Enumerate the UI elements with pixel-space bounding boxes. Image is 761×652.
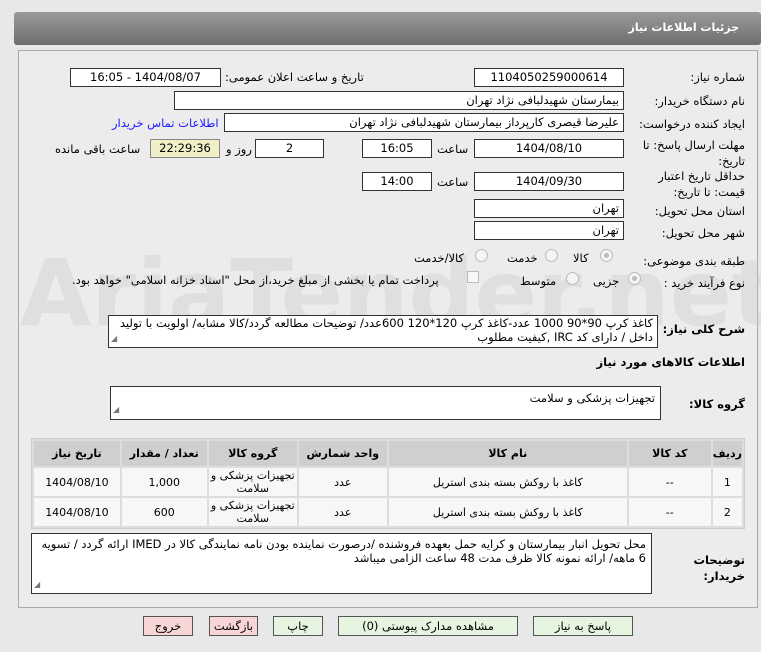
- col-goods-group: گروه کالا: [208, 441, 297, 466]
- buyer-label: نام دستگاه خریدار:: [654, 94, 745, 108]
- category-option-goods: کالا: [573, 251, 589, 265]
- reply-button[interactable]: پاسخ به نیاز: [533, 616, 633, 636]
- cell-need-date: 1404/08/10: [34, 468, 120, 496]
- view-attachments-button[interactable]: مشاهده مدارک پیوستی (0): [338, 616, 518, 636]
- validity-time-label: ساعت: [437, 175, 469, 189]
- cell-goods-code: --: [628, 468, 711, 496]
- buyer-field[interactable]: بیمارستان شهیدلبافی نژاد تهران: [174, 91, 624, 110]
- resize-grip-icon[interactable]: ◢: [113, 405, 120, 414]
- page-title: جزئیات اطلاعات نیاز: [628, 21, 740, 34]
- buyer-notes-text: محل تحویل انبار بیمارستان و کرایه حمل بع…: [41, 537, 646, 565]
- col-row-number: ردیف: [712, 441, 742, 466]
- col-quantity: تعداد / مقدار: [121, 441, 207, 466]
- deadline-time-label: ساعت: [437, 142, 469, 156]
- days-field[interactable]: 2: [255, 139, 324, 158]
- col-need-date: تاریخ نیاز: [34, 441, 120, 466]
- process-radio-minor[interactable]: [628, 272, 641, 285]
- back-button[interactable]: بازگشت: [209, 616, 258, 636]
- category-option-both: کالا/خدمت: [414, 251, 465, 265]
- creator-label: ایجاد کننده درخواست:: [639, 117, 745, 131]
- cell-goods-name: کاغذ با روکش بسته بندی استریل: [388, 468, 627, 496]
- need-number-label: شماره نیاز:: [690, 70, 745, 84]
- goods-group-text: تجهیزات پزشکی و سلامت: [529, 391, 655, 405]
- category-label: طبقه بندی موضوعی:: [643, 254, 745, 268]
- col-unit: واحد شمارش: [298, 441, 387, 466]
- process-option-medium: متوسط: [520, 274, 557, 288]
- remaining-time-field: 22:29:36: [150, 139, 220, 158]
- category-radio-both[interactable]: [475, 249, 488, 262]
- province-label: استان محل تحویل:: [654, 204, 745, 218]
- col-goods-name: نام کالا: [388, 441, 627, 466]
- cell-row-number: 2: [712, 498, 742, 526]
- cell-need-date: 1404/08/10: [34, 498, 120, 526]
- category-radio-service[interactable]: [545, 249, 558, 262]
- goods-table: ردیف کد کالا نام کالا واحد شمارش گروه کا…: [31, 438, 745, 529]
- deadline-label: مهلت ارسال پاسخ: تا تاریخ:: [642, 138, 745, 168]
- treasury-payment-checkbox[interactable]: [467, 271, 479, 283]
- treasury-payment-note: پرداخت تمام یا بخشی از مبلغ خرید،از محل …: [72, 273, 439, 287]
- category-option-service: خدمت: [507, 251, 538, 265]
- goods-group-label: گروه کالا:: [689, 397, 745, 411]
- validity-label: حداقل تاریخ اعتبار قیمت: تا تاریخ:: [658, 169, 745, 199]
- goods-info-title: اطلاعات کالاهای مورد نیاز: [596, 355, 745, 369]
- cell-unit: عدد: [298, 498, 387, 526]
- category-radio-goods[interactable]: [600, 249, 613, 262]
- print-button[interactable]: چاپ: [273, 616, 323, 636]
- deadline-date-field[interactable]: 1404/08/10: [474, 139, 624, 158]
- cell-goods-name: کاغذ با روکش بسته بندی استریل: [388, 498, 627, 526]
- validity-time-field[interactable]: 14:00: [362, 172, 432, 191]
- page-header: جزئیات اطلاعات نیاز: [14, 12, 761, 45]
- description-textarea[interactable]: کاغذ کرپ 90*90 1000 عدد-کاغذ کرپ 120*120…: [108, 315, 658, 348]
- deadline-time-field[interactable]: 16:05: [362, 139, 432, 158]
- table-row[interactable]: 2 -- کاغذ با روکش بسته بندی استریل عدد ت…: [34, 498, 742, 526]
- city-field[interactable]: تهران: [474, 221, 624, 240]
- city-label: شهر محل تحویل:: [661, 226, 745, 240]
- resize-grip-icon[interactable]: ◢: [34, 580, 41, 589]
- table-header-row: ردیف کد کالا نام کالا واحد شمارش گروه کا…: [34, 441, 742, 466]
- process-label: نوع فرآیند خرید :: [663, 276, 745, 290]
- description-label: شرح کلی نیاز:: [662, 322, 745, 336]
- cell-quantity: 1,000: [121, 468, 207, 496]
- cell-row-number: 1: [712, 468, 742, 496]
- province-field[interactable]: تهران: [474, 199, 624, 218]
- announce-label: تاریخ و ساعت اعلان عمومی:: [225, 70, 364, 84]
- cell-goods-code: --: [628, 498, 711, 526]
- need-number-field[interactable]: 1104050259000614: [474, 68, 624, 87]
- validity-date-field[interactable]: 1404/09/30: [474, 172, 624, 191]
- days-label: روز و: [226, 142, 252, 156]
- buyer-notes-textarea[interactable]: محل تحویل انبار بیمارستان و کرایه حمل بع…: [31, 533, 652, 594]
- exit-button[interactable]: خروج: [143, 616, 193, 636]
- col-goods-code: کد کالا: [628, 441, 711, 466]
- cell-quantity: 600: [121, 498, 207, 526]
- process-option-minor: جزیی: [593, 274, 620, 288]
- remaining-label: ساعت باقی مانده: [55, 142, 141, 156]
- contact-info-link[interactable]: اطلاعات تماس خریدار: [112, 116, 219, 130]
- goods-group-textarea[interactable]: تجهیزات پزشکی و سلامت ◢: [110, 386, 661, 420]
- cell-goods-group: تجهیزات پزشکی و سلامت: [208, 468, 297, 496]
- cell-unit: عدد: [298, 468, 387, 496]
- table-row[interactable]: 1 -- کاغذ با روکش بسته بندی استریل عدد ت…: [34, 468, 742, 496]
- process-radio-medium[interactable]: [566, 272, 579, 285]
- buyer-notes-label: توضیحات خریدار:: [693, 553, 746, 583]
- creator-field[interactable]: علیرضا قیصری کارپرداز بیمارستان شهیدلباف…: [224, 113, 624, 132]
- announce-field[interactable]: 1404/08/07 - 16:05: [70, 68, 221, 87]
- description-text: کاغذ کرپ 90*90 1000 عدد-کاغذ کرپ 120*120…: [119, 316, 653, 344]
- resize-grip-icon[interactable]: ◢: [111, 334, 118, 343]
- cell-goods-group: تجهیزات پزشکی و سلامت: [208, 498, 297, 526]
